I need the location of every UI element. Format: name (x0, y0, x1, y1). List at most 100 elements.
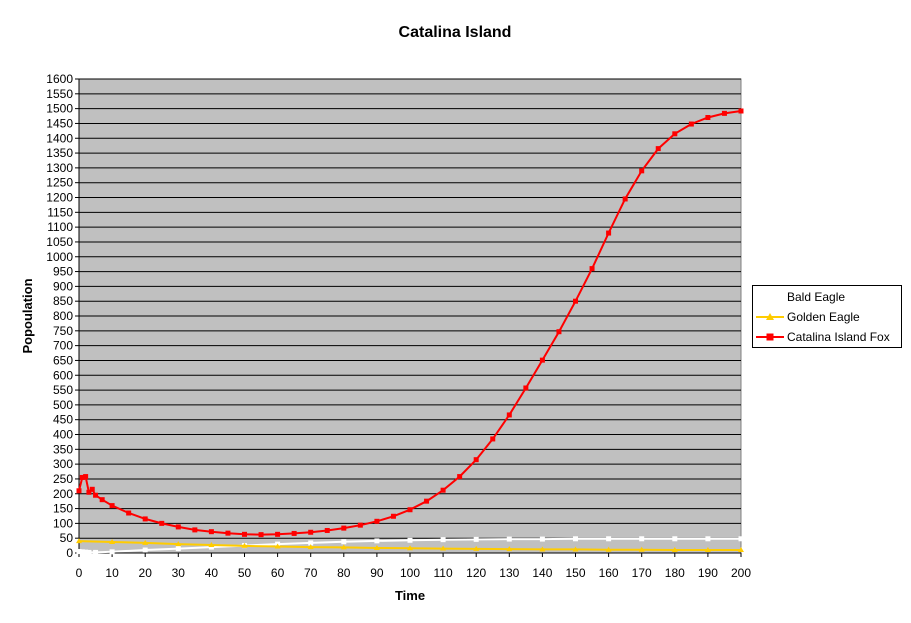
data-point (672, 536, 678, 542)
data-point (89, 486, 95, 492)
y-tick-label: 800 (53, 309, 73, 323)
data-point (705, 115, 711, 121)
data-point (208, 544, 214, 550)
gridlines (79, 78, 741, 539)
data-point (473, 457, 479, 463)
data-point (539, 546, 546, 552)
data-point (109, 549, 115, 555)
data-point (86, 549, 92, 555)
data-point (539, 357, 545, 363)
x-tick-label: 140 (532, 566, 552, 580)
y-tick-label: 1450 (46, 116, 73, 130)
x-tick-label: 70 (304, 566, 318, 580)
data-point (440, 487, 446, 493)
data-point (440, 545, 447, 551)
data-point (688, 121, 694, 127)
data-point (374, 518, 380, 524)
y-tick-label: 1200 (46, 191, 73, 205)
y-tick-label: 500 (53, 398, 73, 412)
data-point (589, 266, 595, 272)
legend-item-golden-eagle: Golden Eagle (753, 307, 901, 327)
data-point (672, 131, 678, 137)
data-point (341, 539, 347, 545)
x-tick-label: 20 (139, 566, 153, 580)
x-tick-label: 160 (599, 566, 619, 580)
data-point (275, 531, 281, 537)
data-point (424, 498, 430, 504)
y-tick-label: 450 (53, 413, 73, 427)
data-point (357, 522, 363, 528)
y-axis-ticks: 0501001502002503003504004505005506006507… (46, 72, 79, 560)
x-tick-label: 60 (271, 566, 285, 580)
data-point (208, 542, 215, 548)
data-point (225, 530, 231, 536)
x-tick-label: 110 (434, 566, 453, 580)
y-tick-label: 1000 (46, 250, 73, 264)
y-tick-label: 300 (53, 457, 73, 471)
y-tick-label: 350 (53, 442, 73, 456)
bald-eagle-swatch (756, 293, 784, 301)
y-tick-label: 850 (53, 294, 73, 308)
data-point (738, 108, 744, 114)
data-point (79, 549, 85, 555)
y-tick-label: 900 (53, 279, 73, 293)
data-point (175, 524, 181, 530)
data-point (83, 549, 89, 555)
series-catalina-island-fox (76, 108, 744, 538)
data-point (142, 516, 148, 522)
data-point (473, 536, 479, 542)
legend-label: Golden Eagle (787, 310, 860, 324)
data-point (407, 545, 413, 551)
x-tick-label: 10 (105, 566, 119, 580)
y-tick-label: 600 (53, 368, 73, 382)
chart-title: Catalina Island (399, 24, 512, 41)
data-point (605, 546, 612, 552)
data-point (572, 546, 579, 552)
x-tick-label: 90 (370, 566, 384, 580)
data-point (324, 527, 330, 533)
y-tick-label: 950 (53, 265, 73, 279)
legend: Bald Eagle Golden Eagle Catalina Island … (752, 285, 902, 348)
data-point (671, 547, 678, 553)
data-point (506, 546, 513, 552)
y-tick-label: 550 (53, 383, 73, 397)
x-tick-label: 0 (76, 566, 83, 580)
legend-label: Catalina Island Fox (787, 330, 890, 344)
y-tick-label: 1300 (46, 161, 73, 175)
y-tick-label: 150 (53, 502, 73, 516)
data-point (573, 536, 578, 542)
y-tick-label: 1550 (46, 87, 73, 101)
data-point (341, 525, 347, 531)
x-tick-label: 120 (466, 566, 486, 580)
data-point (457, 474, 463, 480)
y-tick-label: 0 (66, 546, 73, 560)
data-point (705, 536, 711, 542)
data-point (175, 546, 181, 552)
x-tick-label: 190 (698, 566, 718, 580)
y-tick-label: 1600 (46, 72, 73, 86)
legend-item-catalina-island-fox: Catalina Island Fox (753, 327, 901, 347)
y-tick-label: 1350 (46, 146, 73, 160)
data-point (83, 474, 89, 480)
data-point (192, 527, 198, 533)
data-point (175, 541, 182, 547)
data-point (208, 529, 214, 535)
data-point (99, 497, 105, 503)
data-point (308, 540, 314, 546)
y-tick-label: 1400 (46, 131, 73, 145)
y-tick-label: 1100 (47, 220, 73, 234)
series-layer (76, 108, 744, 555)
x-tick-label: 80 (337, 566, 351, 580)
data-point (93, 549, 99, 555)
data-point (407, 537, 413, 543)
data-point (307, 544, 314, 550)
data-point (622, 196, 628, 202)
data-point (506, 412, 512, 418)
data-point (539, 536, 545, 542)
x-tick-label: 200 (731, 566, 751, 580)
x-tick-label: 100 (400, 566, 420, 580)
data-point (340, 544, 347, 550)
golden-eagle-swatch (756, 313, 784, 320)
data-point (76, 549, 82, 555)
